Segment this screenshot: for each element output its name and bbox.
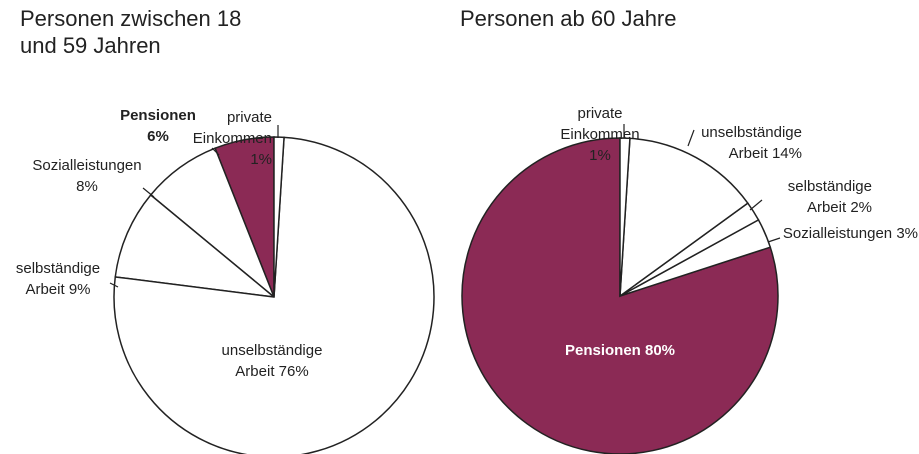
pie-slice [113,136,435,454]
category-label: unselbständige Arbeit [701,124,802,162]
value-label: 8% [76,178,98,195]
chart-title: Personen zwischen 18 und 59 Jahren [20,6,242,58]
category-label: Pensionen [120,107,196,124]
slice-label: unselbständige Arbeit 14% [690,122,802,164]
pie-slice [273,136,285,298]
value-label: 9% [68,281,91,298]
leader-line [749,199,763,211]
category-label: selbständige Arbeit [15,260,101,298]
slice-label: Pensionen 6% [118,105,198,147]
slice-label: private Einkommen 1% [550,103,650,166]
leader-line [109,282,119,288]
value-label: 14% [771,145,802,162]
slice-label: unselbständige Arbeit 76% [202,340,342,382]
pie-slice [114,193,277,299]
category-label: Sozialleistungen [32,157,142,174]
value-label: 2% [850,199,872,216]
value-label: 76% [278,363,309,380]
value-label: 1% [589,147,611,164]
slice-label: Sozialleistungen 3% [780,223,918,244]
value-label: 6% [147,128,169,145]
leader-line [767,237,781,243]
pie-slice [619,137,749,298]
slice-label: Pensionen 80% [560,340,680,361]
chart-title: Personen ab 60 Jahre [460,6,677,31]
slice-label: selbständige Arbeit 9% [6,258,110,300]
leader-lines [109,124,781,288]
value-label: 80% [645,342,676,359]
value-label: 3% [896,225,918,242]
slice-label: Sozialleistungen 8% [22,155,152,197]
category-label: unselbständige Arbeit [221,342,323,380]
slice-label: private Einkommen 1% [172,107,272,170]
category-label: private Einkommen [192,109,272,147]
category-label: Pensionen [564,342,641,359]
leader-line [142,187,155,198]
leader-line [687,129,695,147]
leader-line [211,147,220,156]
value-label: 1% [250,151,272,168]
category-label: private Einkommen [560,105,640,143]
pie-slice [461,137,779,454]
pie-slice [619,137,631,297]
category-label: Sozialleistungen [782,225,893,242]
slice-label: selbständige Arbeit 2% [760,176,872,218]
category-label: selbständige Arbeit [787,178,872,216]
